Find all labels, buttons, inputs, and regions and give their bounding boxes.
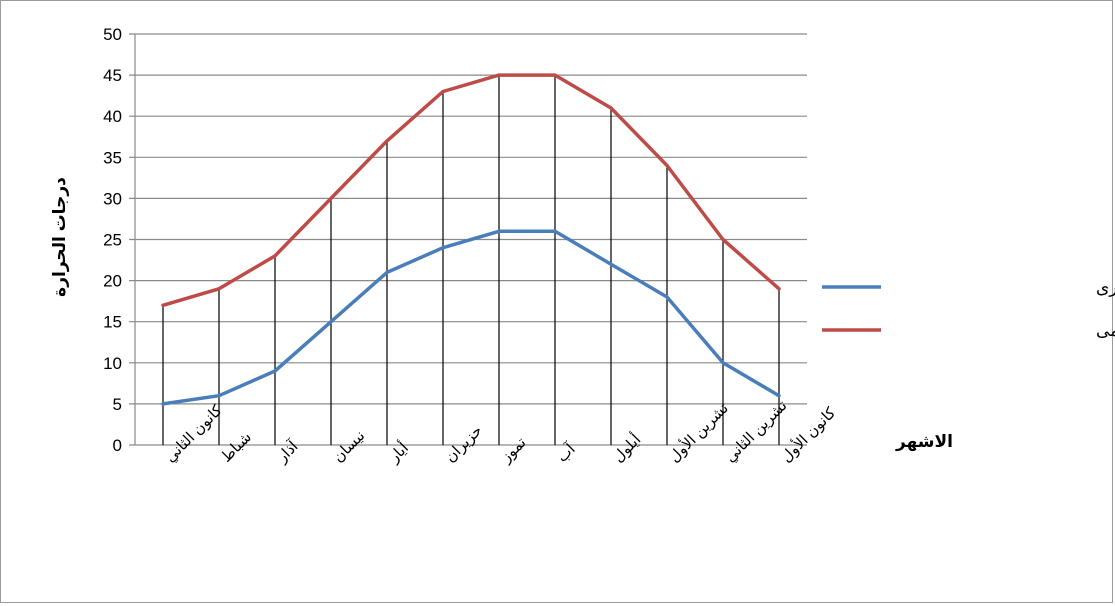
y-tick-label: 30 (103, 189, 122, 208)
y-tick-label: 50 (103, 25, 122, 44)
x-tick-label: تشرين الأول (664, 398, 732, 466)
x-tick-label: أيار (384, 438, 412, 466)
y-tick-label: 40 (103, 107, 122, 126)
x-tick-label: آذار (272, 437, 302, 467)
series-lines (161, 73, 781, 406)
series-line-1 (161, 73, 781, 308)
legend-entry: درجات الحرارة العضمى (1096, 321, 1115, 340)
y-tick-labels: 0 5 10 15 20 25 30 35 40 45 50 (103, 25, 122, 455)
y-tick-label: 35 (103, 148, 122, 167)
x-tick-label: آب (553, 440, 579, 466)
y-tick-label: 45 (103, 66, 122, 85)
x-tick-label: كانون الثاني (162, 401, 227, 466)
x-axis-title: الاشهر (895, 432, 953, 452)
series-line-0 (161, 229, 781, 406)
x-tick-label: نيسان (330, 427, 369, 466)
legend-entry: درجات الحرارة الصغرى (1096, 278, 1115, 297)
x-tick-label: حزيران (442, 422, 486, 466)
x-tick-label: أيلول (608, 430, 644, 466)
y-tick-label: 10 (103, 354, 122, 373)
x-tick-label: شباط (218, 429, 255, 466)
y-tick-label: 5 (113, 395, 122, 414)
y-tick-label: 25 (103, 231, 122, 250)
y-tick-label: 0 (113, 436, 122, 455)
y-tick-label: 15 (103, 313, 122, 332)
y-tick-label: 20 (103, 272, 122, 291)
x-tick-label: تموز (497, 434, 529, 466)
legend: درجات الحرارة الصغرى درجات الحرارة العضمى (822, 278, 1115, 340)
drop-lines (162, 75, 780, 445)
y-axis-title: درجات الحرارة (50, 177, 70, 297)
